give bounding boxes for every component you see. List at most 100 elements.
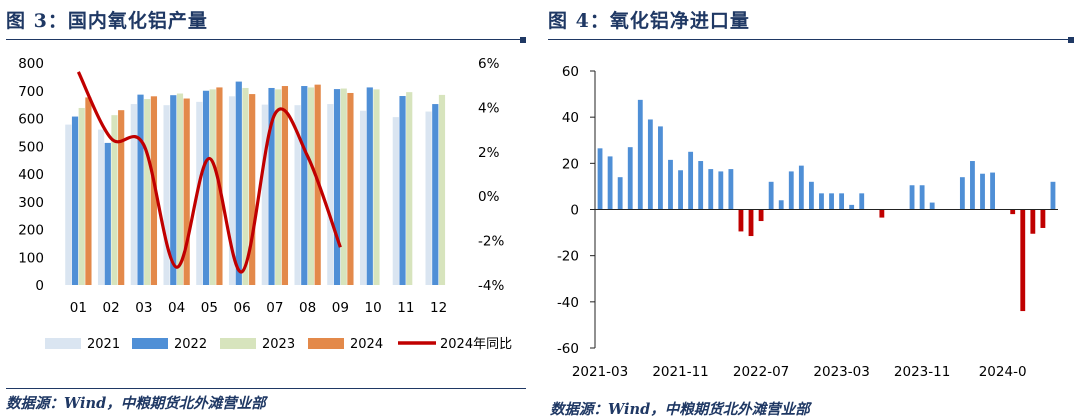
bar-2023 (78, 107, 85, 285)
y-right-tick-label: 6% (478, 56, 500, 72)
net-import-bar (688, 151, 694, 210)
y-tick-label: -60 (557, 341, 579, 357)
bar-2024 (347, 92, 354, 285)
net-import-bar (678, 170, 683, 210)
net-import-bar (627, 147, 633, 210)
net-import-bar (758, 209, 764, 222)
legend-label-2023: 2023 (262, 337, 295, 352)
legend-swatch-2024 (308, 338, 344, 349)
y-left-tick-label: 500 (18, 139, 44, 155)
bar-2021 (425, 111, 432, 285)
bar-2023 (340, 88, 347, 285)
net-import-bar (839, 193, 845, 210)
y-tick-label: 20 (562, 156, 579, 172)
net-import-bar (647, 119, 653, 210)
legend-swatch-2022 (132, 338, 168, 349)
bar-2021 (163, 105, 170, 286)
bar-2023 (242, 87, 249, 285)
x-tick-label: 12 (430, 300, 447, 316)
net-import-bar (637, 99, 643, 210)
net-import-bar (919, 185, 925, 210)
x-tick-label: 06 (234, 300, 251, 316)
bar-2022 (137, 94, 144, 285)
net-import-bar (1020, 209, 1026, 312)
bar-2024 (183, 98, 190, 286)
net-import-bar (768, 181, 774, 210)
x-tick-label: 2023-11 (894, 364, 950, 380)
bar-2021 (228, 96, 236, 285)
yoy-line (76, 71, 342, 274)
bar-2024 (150, 96, 158, 285)
bar-2021 (327, 104, 334, 285)
bar-2023 (176, 93, 184, 286)
net-import-bar (808, 181, 814, 210)
bar-2023 (111, 115, 118, 285)
net-import-bar (1040, 209, 1046, 228)
y-tick-label: -20 (557, 249, 579, 265)
x-tick-label: 08 (299, 300, 316, 316)
x-tick-label: 2024-0 (979, 364, 1027, 380)
net-import-bar (738, 209, 744, 232)
figure-3-rule-marker (520, 37, 526, 43)
y-left-tick-label: 600 (18, 112, 44, 128)
bar-2022 (71, 116, 79, 286)
bar-2022 (170, 95, 177, 285)
legend-label-2024年同比: 2024年同比 (440, 337, 512, 352)
x-tick-label: 09 (332, 300, 349, 316)
bar-2022 (268, 87, 275, 285)
bar-2021 (196, 101, 203, 285)
net-import-bar (990, 172, 995, 210)
net-import-bar (1010, 209, 1016, 215)
bar-2022 (333, 89, 341, 286)
net-import-bar (788, 171, 794, 210)
bar-2024 (85, 97, 92, 285)
bar-2021 (65, 124, 72, 285)
figure-3-source-rule (6, 388, 526, 389)
figure-3-source: 数据源：Wind，中粮期货北外滩营业部 (6, 395, 266, 412)
figure-4-title-rule (548, 39, 1074, 40)
bar-2021 (130, 104, 137, 285)
net-import-bar (718, 171, 724, 210)
x-tick-label: 07 (266, 300, 283, 316)
net-import-bar (1030, 209, 1036, 234)
bar-2023 (406, 92, 413, 285)
net-import-bar (617, 177, 623, 210)
net-import-bar (728, 169, 734, 210)
x-tick-label: 01 (70, 300, 87, 316)
y-left-tick-label: 100 (18, 250, 44, 266)
figure-3-title-rule (6, 39, 526, 40)
y-tick-label: 0 (570, 203, 579, 219)
legend-label-2022: 2022 (174, 337, 207, 352)
bar-2021 (294, 105, 301, 286)
figure-3-chart: 0 100 200 300 400 500 600 700 800 -4% -2% 0% 2% 4% 6% 0… (18, 56, 512, 352)
net-import-bar (668, 159, 673, 210)
net-import-bar (658, 126, 663, 210)
figure-4-source: 数据源：Wind，中粮期货北外滩营业部 (550, 401, 810, 418)
x-tick-label: 2021-11 (652, 364, 708, 380)
net-import-bar (909, 185, 915, 210)
bar-2023 (373, 89, 380, 285)
bar-2023 (144, 99, 151, 285)
figure-4-rule-marker (1068, 37, 1074, 43)
bar-2022 (366, 87, 373, 285)
legend-label-2021: 2021 (87, 337, 120, 352)
net-import-bar (959, 177, 965, 210)
net-import-bar (929, 202, 935, 210)
bar-2023 (275, 89, 282, 285)
legend-swatch-2023 (220, 338, 256, 349)
figure-3-title: 图 3：国内氧化铝产量 (6, 10, 208, 32)
net-import-bar (819, 193, 824, 210)
bar-2023 (209, 89, 216, 285)
net-import-bar (879, 209, 885, 218)
y-tick-label: -40 (557, 295, 579, 311)
x-tick-label: 11 (397, 300, 414, 316)
figure-4-title: 图 4：氧化铝净进口量 (548, 10, 750, 32)
net-import-bar (708, 169, 714, 210)
y-left-tick-label: 300 (18, 195, 44, 211)
bar-2022 (432, 104, 439, 285)
x-tick-label: 2021-03 (572, 364, 628, 380)
bar-2022 (235, 81, 242, 285)
net-import-bar (859, 193, 865, 210)
net-import-bar (798, 165, 804, 210)
bar-2022 (104, 142, 111, 285)
